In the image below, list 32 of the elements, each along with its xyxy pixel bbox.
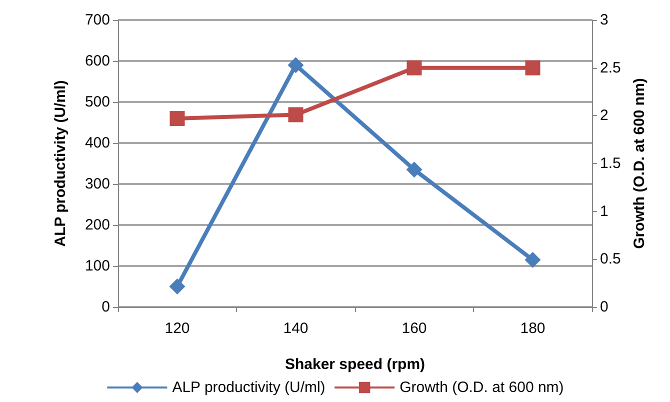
y-tick-label: 600 [84,52,110,70]
legend-label: ALP productivity (U/ml) [172,379,326,396]
y2-tick-label: 0 [600,298,608,316]
point [288,107,304,122]
y-tick-label: 500 [84,94,110,110]
y-tick-label: 200 [84,216,110,234]
point [170,111,185,126]
point [525,60,540,76]
y-tick-label: 100 [84,258,110,274]
point [406,162,422,178]
y-tick-label: 0 [102,298,110,316]
point [169,278,186,294]
x-axis-title: Shaker speed (rpm) [284,356,426,373]
point [406,60,422,76]
y-tick-label: 300 [84,176,110,192]
y2-tick-label: 1.5 [600,155,621,172]
y2-tick-label: 2.5 [600,59,621,76]
y2-axis-title: Growth (O.D. at 600 nm) [631,78,648,249]
legend-label: Growth (O.D. at 600 nm) [400,379,564,396]
y-axis-title: ALP productivity (U/ml) [52,80,69,247]
y2-tick-label: 0.5 [600,250,621,268]
y-tick-label: 700 [84,12,110,28]
y-tick-label: 400 [84,134,110,152]
y2-tick-label: 2 [600,107,608,124]
y2-tick-label: 3 [600,12,608,28]
x-tick-label: 140 [283,320,308,337]
y2-tick-label: 1 [600,202,608,220]
x-tick-label: 120 [164,320,190,337]
point [288,57,304,74]
point [524,252,541,268]
x-tick-label: 180 [520,320,546,337]
x-tick-label: 160 [402,320,427,337]
